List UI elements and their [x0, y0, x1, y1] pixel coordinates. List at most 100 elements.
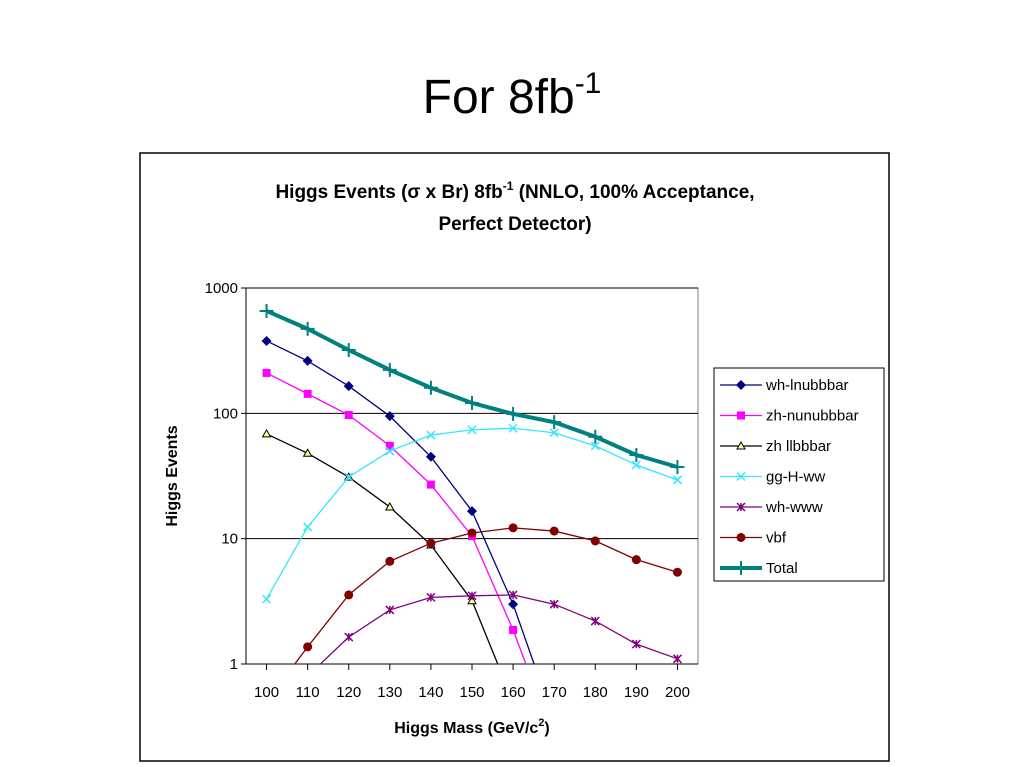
x-label-text: Higgs Mass (GeV/c — [394, 720, 538, 737]
marker — [302, 355, 313, 366]
x-label-sup: 2 — [538, 717, 544, 729]
series-line — [266, 372, 527, 664]
marker — [670, 460, 685, 475]
marker — [467, 528, 477, 538]
marker — [385, 605, 395, 615]
marker — [509, 625, 518, 634]
x-tick-label: 110 — [296, 684, 320, 701]
marker — [467, 591, 477, 601]
legend-label: wh-www — [765, 499, 823, 516]
x-tick-label: 140 — [418, 684, 443, 701]
legend-label: zh llbbbar — [766, 438, 831, 455]
marker — [303, 522, 313, 532]
marker — [736, 440, 746, 450]
marker — [259, 303, 274, 318]
marker — [672, 475, 682, 485]
marker — [303, 642, 313, 652]
legend-label: zh-nunubbbar — [766, 408, 859, 425]
slide-title-text: For 8fb — [423, 71, 575, 124]
legend-label: Total — [766, 560, 798, 577]
marker — [261, 428, 272, 438]
marker — [547, 415, 562, 430]
marker — [341, 343, 356, 358]
slide-title-sup: -1 — [575, 67, 602, 100]
marker — [385, 446, 395, 456]
marker — [426, 430, 436, 440]
x-tick-label: 170 — [542, 684, 567, 701]
legend-label: vbf — [766, 530, 787, 547]
marker — [344, 590, 354, 600]
marker — [506, 406, 521, 421]
marker — [344, 632, 354, 642]
marker — [672, 567, 682, 577]
marker — [465, 395, 479, 410]
x-tick-label: 200 — [665, 684, 690, 701]
marker — [737, 411, 745, 420]
marker — [467, 595, 477, 605]
marker — [736, 502, 746, 512]
plot-series — [259, 303, 685, 664]
y-axis-label: Higgs Events — [164, 425, 181, 526]
marker — [261, 335, 272, 346]
marker — [508, 523, 518, 533]
marker — [385, 441, 394, 450]
marker — [588, 429, 603, 444]
x-tick-label: 100 — [254, 684, 279, 701]
marker — [629, 448, 644, 463]
marker — [736, 380, 746, 390]
x-label-end: ) — [544, 720, 549, 737]
marker — [344, 410, 353, 419]
title-part: Higgs Events (σ x Br) 8fb — [275, 182, 502, 203]
marker — [736, 471, 746, 482]
marker — [385, 556, 395, 566]
marker — [736, 533, 746, 542]
marker — [631, 555, 641, 565]
x-axis-label: Higgs Mass (GeV/c2) — [394, 717, 550, 737]
legend-label: gg-H-ww — [766, 469, 825, 486]
marker — [734, 561, 748, 575]
series-line — [266, 340, 535, 664]
slide-title: For 8fb-1 — [423, 67, 602, 124]
x-tick-label: 130 — [377, 684, 402, 701]
marker — [303, 389, 312, 398]
marker — [384, 501, 395, 511]
marker — [549, 599, 559, 609]
marker — [426, 538, 436, 548]
marker — [423, 380, 438, 395]
marker — [262, 594, 272, 604]
marker — [426, 480, 435, 489]
marker — [508, 599, 519, 610]
y-tick-label: 10 — [221, 531, 238, 548]
marker — [631, 639, 641, 649]
y-tick-label: 1 — [230, 656, 238, 673]
marker — [631, 460, 641, 470]
marker — [302, 448, 313, 457]
marker — [384, 411, 395, 422]
x-tick-label: 190 — [624, 684, 649, 701]
chart-title: Higgs Events (σ x Br) 8fb-1 (NNLO, 100% … — [275, 179, 754, 203]
title-sup: -1 — [503, 179, 514, 193]
x-tick-label: 180 — [583, 684, 608, 701]
marker — [508, 423, 518, 433]
marker — [425, 451, 436, 462]
marker — [300, 321, 315, 336]
marker — [262, 368, 271, 377]
marker — [590, 441, 600, 451]
marker — [344, 472, 354, 482]
x-tick-label: 120 — [336, 684, 361, 701]
marker — [426, 592, 436, 602]
marker — [549, 428, 559, 438]
y-tick-label: 1000 — [205, 280, 238, 297]
marker — [467, 425, 477, 435]
marker — [382, 362, 397, 377]
x-tick-label: 160 — [501, 684, 526, 701]
marker — [590, 536, 600, 546]
marker — [467, 506, 477, 517]
marker — [549, 526, 559, 536]
marker — [343, 381, 354, 392]
y-tick-label: 100 — [213, 405, 238, 422]
marker — [590, 616, 600, 626]
legend-label: wh-lnubbbar — [765, 377, 849, 394]
marker — [508, 590, 518, 600]
